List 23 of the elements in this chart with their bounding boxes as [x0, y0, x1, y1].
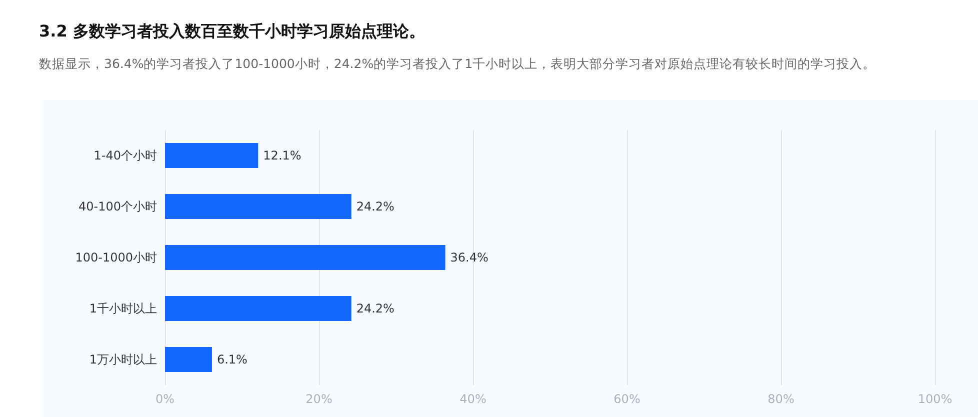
- bar: [165, 245, 446, 270]
- bar: [165, 143, 258, 168]
- data-label: 24.2%: [356, 200, 394, 214]
- y-tick-label: 1千小时以上: [89, 302, 157, 316]
- chart-title: 3.2 多数学习者投入数百至数千小时学习原始点理论。: [39, 22, 425, 40]
- y-tick-label: 100-1000小时: [75, 250, 157, 264]
- x-tick-label: 60%: [614, 392, 640, 406]
- data-label: 12.1%: [263, 148, 302, 162]
- data-label: 6.1%: [216, 352, 248, 366]
- data-label: 36.4%: [450, 250, 488, 264]
- bar: [165, 194, 352, 219]
- x-tick-label: 100%: [918, 392, 952, 406]
- y-tick-label: 40-100个小时: [78, 200, 157, 214]
- y-tick-label: 1-40个小时: [94, 148, 157, 162]
- x-tick-label: 20%: [306, 392, 332, 406]
- x-tick-label: 80%: [768, 392, 794, 406]
- x-tick-label: 0%: [155, 392, 175, 406]
- bar: [165, 347, 212, 372]
- x-tick-label: 40%: [460, 392, 486, 406]
- data-label: 24.2%: [356, 302, 394, 316]
- bar: [165, 296, 352, 321]
- y-tick-label: 1万小时以上: [89, 352, 157, 366]
- chart-subtitle: 数据显示，36.4%的学习者投入了100-1000小时，24.2%的学习者投入了1千小时以上，表明大部分学习者对原始点理论有较长时间的学习投入。: [39, 56, 876, 71]
